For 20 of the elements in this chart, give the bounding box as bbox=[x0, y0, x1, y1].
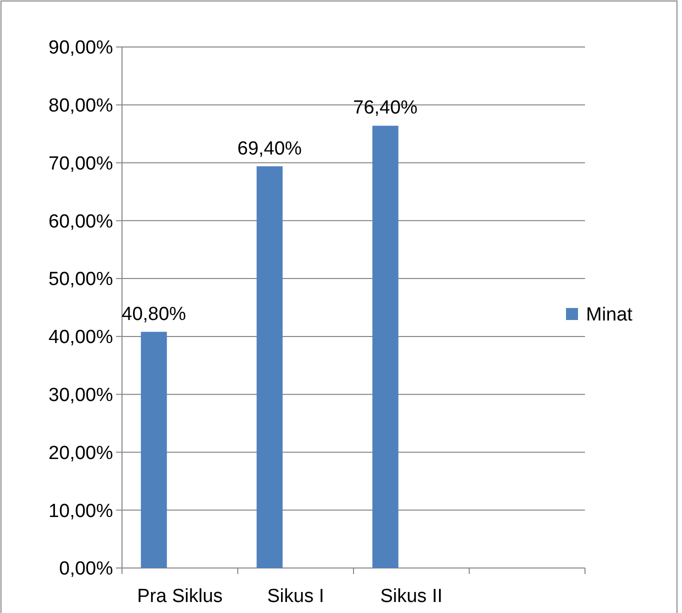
x-tick-label: Sikus II bbox=[380, 586, 443, 607]
y-tick-label: 0,00% bbox=[59, 558, 114, 580]
y-tick-label: 70,00% bbox=[48, 153, 114, 174]
y-tick-label: 30,00% bbox=[48, 384, 114, 406]
y-tick-label: 40,00% bbox=[48, 327, 114, 348]
y-tick-label: 90,00% bbox=[48, 38, 114, 59]
x-tick-label: Pra Siklus bbox=[137, 586, 223, 607]
bar bbox=[256, 166, 283, 568]
data-label: 40,80% bbox=[122, 304, 186, 325]
y-tick-label: 60,00% bbox=[48, 211, 114, 232]
legend-label: Minat bbox=[586, 304, 634, 326]
y-tick-label: 50,00% bbox=[48, 269, 114, 290]
bar bbox=[372, 126, 398, 568]
data-label: 69,40% bbox=[237, 138, 302, 160]
bar bbox=[140, 332, 167, 568]
data-label: 76,40% bbox=[353, 98, 418, 119]
y-tick-label: 10,00% bbox=[48, 500, 114, 522]
y-tick-label: 80,00% bbox=[48, 96, 114, 117]
x-tick-label: Sikus I bbox=[267, 586, 324, 607]
y-tick-label: 20,00% bbox=[48, 442, 114, 464]
